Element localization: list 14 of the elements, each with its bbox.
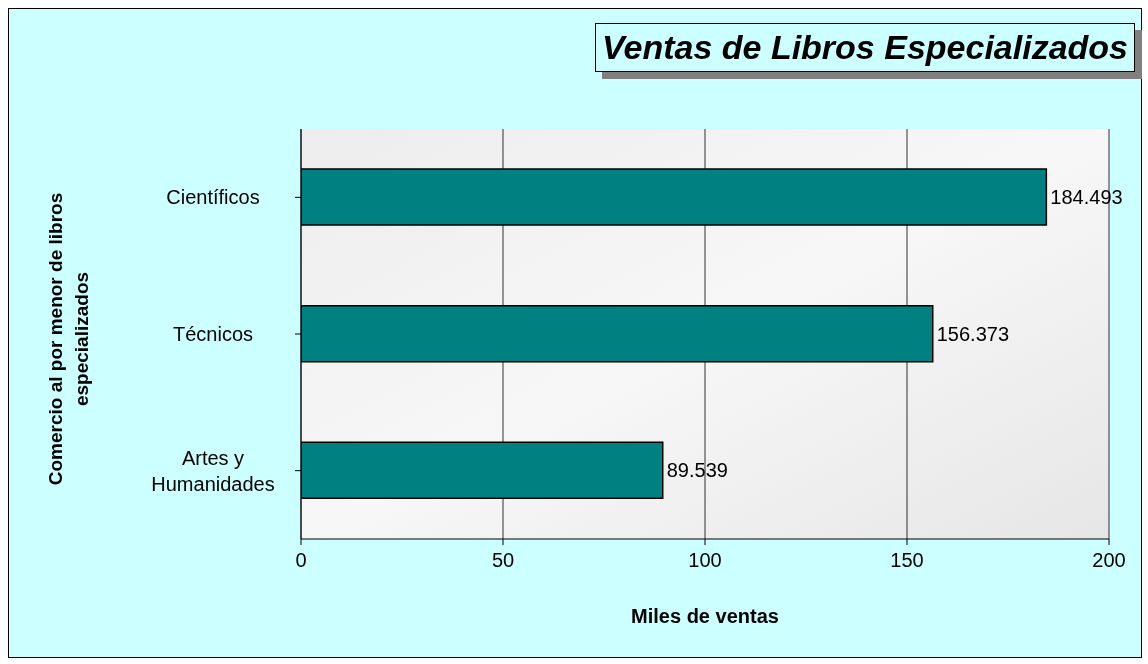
data-label: 184.493 [1050, 186, 1123, 209]
x-tick-label: 50 [491, 549, 515, 572]
x-tick-label: 150 [890, 549, 924, 572]
y-axis-title: Comercio al por menor de libros especializados [44, 191, 93, 488]
x-tick-label: 100 [688, 549, 722, 572]
data-label: 89.539 [666, 459, 728, 482]
x-axis-title: Miles de ventas [630, 605, 780, 628]
data-label: 156.373 [936, 322, 1010, 345]
y-tick-label: Técnicos [172, 322, 254, 347]
chart-title: Ventas de Libros Especializados [595, 23, 1135, 72]
y-tick-label: Científicos [165, 185, 261, 211]
y-tick-label: Artes y Humanidades [150, 445, 276, 497]
x-tick-label: 200 [1092, 549, 1126, 572]
x-tick-label: 0 [295, 549, 307, 572]
